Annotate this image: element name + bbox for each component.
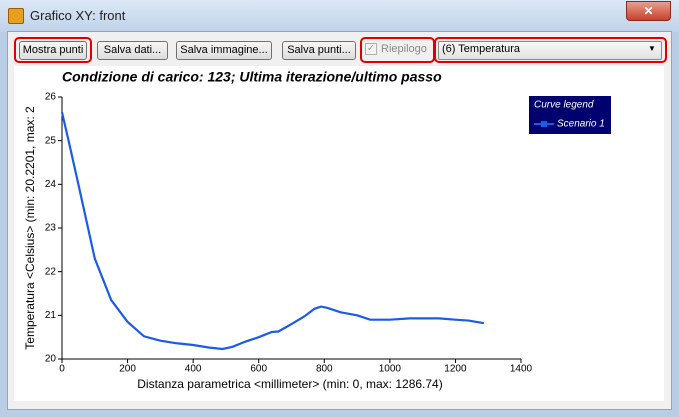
y-tick-label: 23 xyxy=(45,223,57,234)
x-tick-label: 1400 xyxy=(510,364,533,375)
dropdown[interactable] xyxy=(438,41,662,60)
x-tick-label: 1200 xyxy=(444,364,467,375)
y-tick-label: 24 xyxy=(45,179,57,190)
legend-label: Scenario 1 xyxy=(557,119,605,130)
dropdown-arrow: ▼ xyxy=(648,44,656,53)
x-tick-label: 600 xyxy=(250,364,267,375)
y-tick-label: 22 xyxy=(45,266,57,277)
x-tick-label: 0 xyxy=(59,364,65,375)
close-button[interactable]: ✕ xyxy=(626,1,671,21)
legend-title: Curve legend xyxy=(534,100,594,111)
data-line xyxy=(60,112,485,351)
x-tick-label: 800 xyxy=(316,364,333,375)
legend-marker xyxy=(541,121,547,127)
checkbox-label: Riepilogo xyxy=(381,43,427,55)
button[interactable]: Mostra punti xyxy=(19,41,87,60)
y-axis-label: Temperatura <Celsius> (min: 20.2201, max… xyxy=(23,106,37,350)
title-bar xyxy=(0,0,679,32)
y-tick-label: 20 xyxy=(45,354,57,365)
button[interactable]: Salva dati... xyxy=(97,41,168,60)
highlight xyxy=(434,37,667,63)
x-tick-label: 200 xyxy=(119,364,136,375)
chart-title: Condizione di carico: 123; Ultima iteraz… xyxy=(62,69,442,85)
window-title: Grafico XY: front xyxy=(30,8,126,23)
highlight xyxy=(14,37,92,63)
y-tick-label: 21 xyxy=(45,310,57,321)
window-icon xyxy=(8,8,24,24)
x-tick-label: 400 xyxy=(185,364,202,375)
x-tick-label: 1000 xyxy=(379,364,402,375)
dropdown-text: (6) Temperatura xyxy=(442,43,521,55)
y-tick-label: 26 xyxy=(45,92,57,103)
button[interactable]: Salva immagine... xyxy=(176,41,272,60)
checkbox[interactable]: ✓ xyxy=(365,43,377,55)
x-axis-label: Distanza parametrica <millimeter> (min: … xyxy=(137,377,442,391)
y-tick-label: 25 xyxy=(45,135,57,146)
button[interactable]: Salva punti... xyxy=(282,41,356,60)
legend-box xyxy=(529,96,611,134)
